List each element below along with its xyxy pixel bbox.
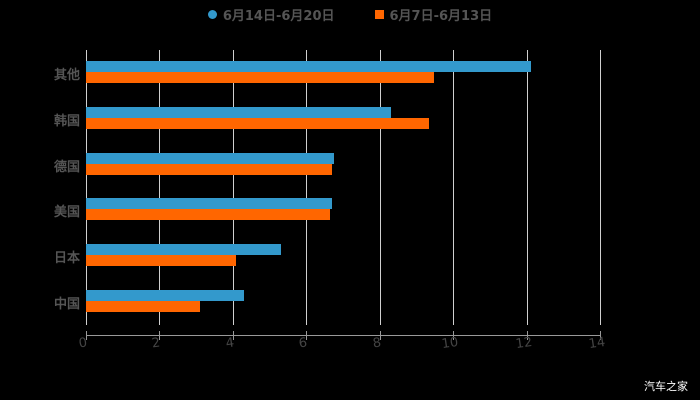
grid-line: [86, 50, 87, 325]
bar-series1[interactable]: [86, 106, 391, 118]
circle-marker-icon: [207, 9, 217, 19]
x-axis-line: [86, 335, 600, 336]
bar-series2[interactable]: [86, 301, 200, 312]
grid-line: [527, 50, 528, 325]
x-tick: [233, 331, 234, 340]
legend-item-series2[interactable]: 6月7日-6月13日: [374, 4, 493, 24]
chart-legend: 6月14日-6月20日 6月7日-6月13日: [0, 4, 700, 24]
bar-series1[interactable]: [86, 152, 334, 164]
bar-series1[interactable]: [86, 61, 531, 72]
bar-series2[interactable]: [86, 117, 429, 129]
watermark: 汽车之家: [644, 380, 688, 393]
bar-series2[interactable]: [86, 255, 236, 267]
grid-line: [600, 50, 601, 325]
category-label: 其他: [53, 68, 80, 83]
bar-series1[interactable]: [86, 290, 244, 301]
x-tick: [86, 331, 87, 340]
bar-series2[interactable]: [86, 72, 434, 83]
x-tick-label: 14: [587, 334, 607, 353]
category-label: 韩国: [53, 113, 80, 129]
bar-series2[interactable]: [86, 163, 332, 175]
grid-line: [233, 50, 234, 325]
grid-line: [306, 50, 307, 325]
legend-label: 6月14日-6月20日: [222, 8, 335, 24]
grid-line: [159, 50, 160, 325]
category-label: 德国: [53, 159, 80, 175]
category-label: 日本: [53, 251, 80, 267]
grid-line: [453, 50, 454, 325]
bar-series1[interactable]: [86, 198, 332, 210]
x-tick: [453, 331, 454, 340]
bar-series1[interactable]: [86, 244, 281, 256]
category-label: 中国: [53, 297, 80, 312]
legend-label: 6月7日-6月13日: [389, 8, 493, 24]
x-tick: [380, 331, 381, 340]
category-label: 美国: [53, 205, 80, 221]
x-tick: [159, 331, 160, 340]
bar-series2[interactable]: [86, 209, 330, 221]
x-tick: [600, 331, 601, 340]
x-tick-label: 12: [514, 334, 534, 353]
x-tick: [527, 331, 528, 340]
x-tick: [306, 331, 307, 340]
grid-line: [380, 50, 381, 325]
legend-item-series1[interactable]: 6月14日-6月20日: [207, 4, 335, 24]
x-tick-label: 10: [440, 334, 460, 353]
square-marker-icon: [374, 9, 384, 19]
